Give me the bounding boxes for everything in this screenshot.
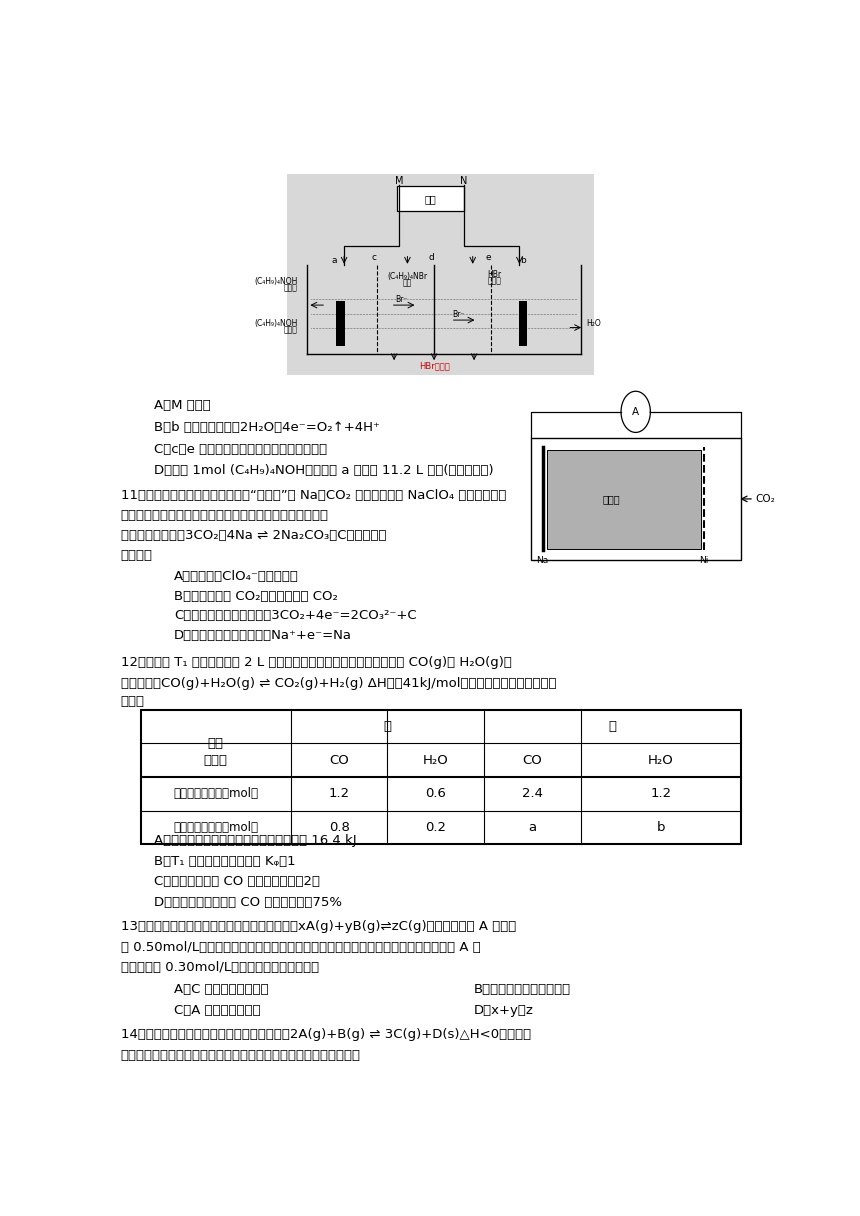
Text: 电解液: 电解液 bbox=[603, 495, 621, 505]
Text: D．x+y＜z: D．x+y＜z bbox=[474, 1003, 534, 1017]
Text: 12．温度为 T₁ 时，向容积为 2 L 的密闭容器甲、乙中分别充入一定量的 CO(g)和 H₂O(g)，: 12．温度为 T₁ 时，向容积为 2 L 的密闭容器甲、乙中分别充入一定量的 C… bbox=[120, 657, 512, 669]
Text: 14．在容积不变的密闭容器中存在如下反应：2A(g)+B(g) ⇌ 3C(g)+D(s)△H<0，在其他: 14．在容积不变的密闭容器中存在如下反应：2A(g)+B(g) ⇌ 3C(g)+… bbox=[120, 1028, 531, 1041]
Text: M: M bbox=[396, 175, 403, 186]
Text: A．甲容器中，平衡时，反应放出的热量为 16.4 kJ: A．甲容器中，平衡时，反应放出的热量为 16.4 kJ bbox=[154, 834, 357, 848]
Text: 0.2: 0.2 bbox=[425, 821, 446, 834]
Text: a: a bbox=[331, 255, 337, 265]
Text: B．平衡向正反应方向移动: B．平衡向正反应方向移动 bbox=[474, 983, 571, 996]
Text: 作为电解液，钓和负载碳纳米管的镖网分别作为电极材料，: 作为电解液，钓和负载碳纳米管的镖网分别作为电极材料， bbox=[120, 510, 329, 522]
Text: C．A 的转化率降低了: C．A 的转化率降低了 bbox=[174, 1003, 261, 1017]
Text: 甲: 甲 bbox=[384, 720, 391, 733]
Text: d: d bbox=[428, 253, 434, 263]
Text: Na: Na bbox=[537, 556, 549, 565]
Text: 浓度降低为 0.30mol/L。下列有关判断正确的是: 浓度降低为 0.30mol/L。下列有关判断正确的是 bbox=[120, 962, 319, 974]
Text: N: N bbox=[460, 175, 468, 186]
Text: 稀溶液: 稀溶液 bbox=[284, 325, 298, 334]
Text: e: e bbox=[486, 253, 492, 263]
Text: a: a bbox=[528, 821, 537, 834]
Text: 13．在密闭容器中的一定量混合气体发生反应：xA(g)+yB(g)⇌zC(g)，平衡时测得 A 的浓度: 13．在密闭容器中的一定量混合气体发生反应：xA(g)+yB(g)⇌zC(g)，… bbox=[120, 921, 516, 933]
FancyBboxPatch shape bbox=[548, 450, 701, 548]
Text: 11．我国科学家研发了一种室温下“可呼吸”的 Na－CO₂ 二次电池。将 NaClO₄ 溢于有机溶剂: 11．我国科学家研发了一种室温下“可呼吸”的 Na－CO₂ 二次电池。将 NaC… bbox=[120, 489, 507, 502]
Text: 条件不变时，改变某一条件对上述反应的影响，下列分析不正确的是: 条件不变时，改变某一条件对上述反应的影响，下列分析不正确的是 bbox=[120, 1048, 361, 1062]
Text: (C₄H₉)₄NBr: (C₄H₉)₄NBr bbox=[387, 272, 427, 281]
Bar bbox=[519, 302, 527, 347]
Text: 确的是: 确的是 bbox=[120, 694, 144, 708]
Text: 发生反应：CO(g)+H₂O(g) ⇌ CO₂(g)+H₂(g) ΔH＝－41kJ/mol。数据如下，下列说法不正: 发生反应：CO(g)+H₂O(g) ⇌ CO₂(g)+H₂(g) ΔH＝－41k… bbox=[120, 677, 556, 689]
Text: Br⁻: Br⁻ bbox=[452, 310, 465, 320]
Text: H₂O: H₂O bbox=[586, 319, 601, 327]
Text: B．T₁ 时，反应的平衡常数 Kᵩ＝1: B．T₁ 时，反应的平衡常数 Kᵩ＝1 bbox=[154, 855, 296, 868]
Text: CO₂: CO₂ bbox=[755, 494, 775, 503]
Text: 稀溶液: 稀溶液 bbox=[487, 276, 501, 286]
Text: 电池的总反应为：3CO₂＋4Na ⇌ 2Na₂CO₃＋C。下列说法: 电池的总反应为：3CO₂＋4Na ⇌ 2Na₂CO₃＋C。下列说法 bbox=[120, 529, 386, 542]
Text: CO: CO bbox=[329, 754, 349, 766]
FancyBboxPatch shape bbox=[397, 186, 464, 212]
Text: D．乙容器中，平衡时 CO 的转化率约为75%: D．乙容器中，平衡时 CO 的转化率约为75% bbox=[154, 896, 342, 908]
Text: 起始时物质的量（mol）: 起始时物质的量（mol） bbox=[174, 787, 258, 800]
Text: Br⁻: Br⁻ bbox=[396, 295, 408, 304]
Text: A．C 的体积分数增大了: A．C 的体积分数增大了 bbox=[174, 983, 269, 996]
Text: HBr: HBr bbox=[487, 270, 501, 278]
Text: b: b bbox=[520, 255, 526, 265]
Text: 浓溶液: 浓溶液 bbox=[284, 283, 298, 292]
Text: HBr浓溶液: HBr浓溶液 bbox=[419, 362, 450, 371]
Text: (C₄H₉)₄NOH: (C₄H₉)₄NOH bbox=[254, 276, 298, 286]
Text: 1.2: 1.2 bbox=[650, 787, 672, 800]
Text: D．充电时，正极反应为：Na⁺+e⁻=Na: D．充电时，正极反应为：Na⁺+e⁻=Na bbox=[174, 629, 352, 642]
Text: 2.4: 2.4 bbox=[522, 787, 543, 800]
FancyBboxPatch shape bbox=[141, 710, 740, 844]
FancyBboxPatch shape bbox=[531, 438, 740, 559]
Text: 反应物: 反应物 bbox=[204, 754, 228, 766]
Text: 平衡时物质的量（mol）: 平衡时物质的量（mol） bbox=[174, 821, 258, 834]
Text: 电源: 电源 bbox=[425, 193, 437, 204]
Text: b: b bbox=[656, 821, 665, 834]
Text: 容器: 容器 bbox=[208, 737, 224, 750]
Text: H₂O: H₂O bbox=[423, 754, 449, 766]
Text: A．M 为负极: A．M 为负极 bbox=[154, 399, 211, 412]
Text: C．平衡时，乙中 CO 的浓度是甲中的2倍: C．平衡时，乙中 CO 的浓度是甲中的2倍 bbox=[154, 876, 320, 889]
Text: 为 0.50mol/L，保持温度不变，将容器的容积扩大到原来的两倍，再达到平衡时，测得 A 的: 为 0.50mol/L，保持温度不变，将容器的容积扩大到原来的两倍，再达到平衡时… bbox=[120, 941, 481, 953]
Text: 0.6: 0.6 bbox=[426, 787, 446, 800]
Text: D．制备 1mol (C₄H₉)₄NOH，理论上 a 极产生 11.2 L 气体(标准状况下): D．制备 1mol (C₄H₉)₄NOH，理论上 a 极产生 11.2 L 气体… bbox=[154, 465, 494, 477]
Text: A: A bbox=[632, 407, 639, 417]
Text: C．放电时，正极反应为：3CO₂+4e⁻=2CO₃²⁻+C: C．放电时，正极反应为：3CO₂+4e⁻=2CO₃²⁻+C bbox=[174, 609, 417, 623]
Text: 错误的是: 错误的是 bbox=[120, 548, 153, 562]
Bar bbox=[336, 302, 345, 347]
Text: A．放电时，ClO₄⁻向负极移动: A．放电时，ClO₄⁻向负极移动 bbox=[174, 570, 299, 584]
Text: 0.8: 0.8 bbox=[329, 821, 349, 834]
Text: Ni: Ni bbox=[699, 556, 709, 565]
Text: (C₄H₉)₄NOH: (C₄H₉)₄NOH bbox=[254, 319, 298, 327]
Text: B．b 极电极反应式：2H₂O－4e⁻=O₂↑+4H⁺: B．b 极电极反应式：2H₂O－4e⁻=O₂↑+4H⁺ bbox=[154, 421, 380, 434]
Text: CO: CO bbox=[523, 754, 543, 766]
Text: 1.2: 1.2 bbox=[329, 787, 350, 800]
FancyBboxPatch shape bbox=[287, 174, 594, 376]
Text: c: c bbox=[372, 253, 377, 263]
Text: 溶液: 溶液 bbox=[402, 278, 412, 287]
Text: B．充电时释放 CO₂，放电时吸收 CO₂: B．充电时释放 CO₂，放电时吸收 CO₂ bbox=[174, 590, 338, 603]
Text: H₂O: H₂O bbox=[648, 754, 673, 766]
Text: 乙: 乙 bbox=[608, 720, 617, 733]
Text: C．c、e 分别为阳离子交换膜和阴离子交换膜: C．c、e 分别为阳离子交换膜和阴离子交换膜 bbox=[154, 443, 328, 456]
